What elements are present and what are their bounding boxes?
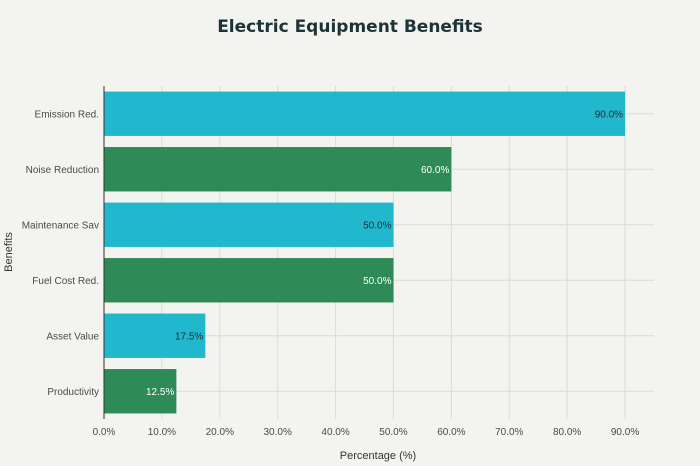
data-label: 50.0% (363, 220, 391, 231)
x-tick-label: 10.0% (148, 427, 176, 438)
x-tick-label: 90.0% (611, 427, 639, 438)
x-axis-label: Percentage (%) (340, 450, 416, 462)
y-axis-label: Benefits (3, 232, 15, 272)
bar (104, 91, 626, 136)
bar (104, 202, 394, 247)
x-tick-label: 0.0% (93, 427, 116, 438)
y-tick-label: Noise Reduction (26, 165, 99, 176)
bar (104, 258, 394, 303)
x-tick-label: 20.0% (206, 427, 234, 438)
y-tick-label: Emission Red. (35, 109, 99, 120)
y-tick-label: Productivity (47, 387, 99, 398)
x-tick-label: 60.0% (437, 427, 465, 438)
x-tick-label: 50.0% (379, 427, 407, 438)
y-tick-label: Fuel Cost Red. (32, 276, 99, 287)
bar (104, 147, 452, 192)
data-label: 90.0% (595, 109, 623, 120)
bar (104, 369, 177, 414)
y-tick-label: Asset Value (46, 331, 99, 342)
x-tick-label: 40.0% (321, 427, 349, 438)
data-label: 60.0% (421, 165, 449, 176)
labels: 0.0% 10.0% 20.0% 30.0% 40.0% 50.0% 60.0% 70.0% 8… (22, 109, 640, 438)
data-label: 50.0% (363, 276, 391, 287)
chart-title: Electric Equipment Benefits (217, 17, 483, 37)
bars (104, 91, 626, 414)
data-label: 17.5% (175, 331, 203, 342)
x-tick-label: 30.0% (264, 427, 292, 438)
data-label: 12.5% (146, 387, 174, 398)
x-tick-label: 70.0% (495, 427, 523, 438)
x-tick-label: 80.0% (553, 427, 581, 438)
y-tick-label: Maintenance Sav (22, 220, 99, 231)
bar (104, 313, 206, 358)
